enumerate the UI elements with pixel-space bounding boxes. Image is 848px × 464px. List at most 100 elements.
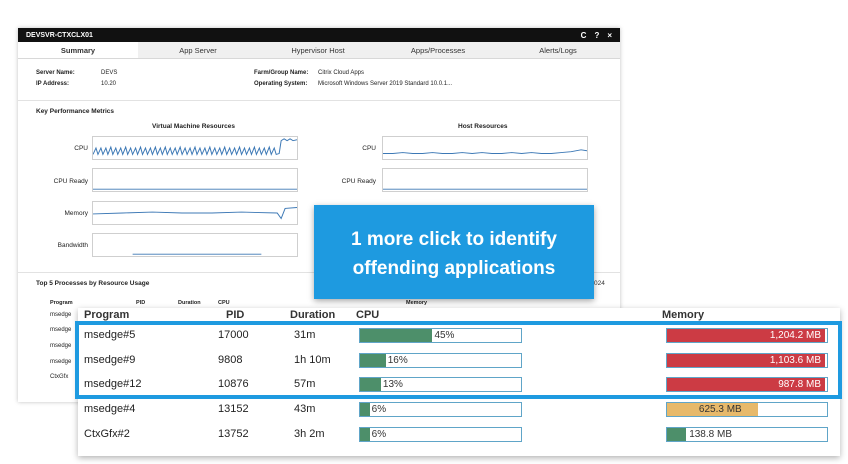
cpu-percent: 6% (371, 404, 387, 415)
top5-title: Top 5 Processes by Resource Usage (36, 280, 150, 287)
vm-cpu-ready-label: CPU Ready (53, 178, 88, 185)
header-program[interactable]: Program (84, 309, 130, 321)
cpu-bar-fill (360, 378, 381, 391)
pid-value: 17000 (218, 329, 249, 341)
duration-value: 31m (294, 329, 316, 341)
bg-table-row: CtxGfx (50, 374, 69, 380)
corner-number: 024 (594, 280, 605, 287)
header-cpu[interactable]: CPU (356, 309, 380, 321)
duration-value: 1h 10m (294, 354, 331, 366)
title-bar: DEVSVR-CTXCLX01 C ? × (18, 28, 620, 42)
cpu-bar: 45% (359, 328, 522, 343)
vm-cpu-sparkline[interactable] (92, 136, 298, 160)
host-cpu-label: CPU (362, 145, 376, 152)
callout-banner: 1 more click to identify offending appli… (314, 205, 594, 299)
program-name: CtxGfx#2 (84, 428, 130, 440)
server-name-label: Server Name: (36, 70, 75, 76)
header-pid[interactable]: PID (226, 309, 245, 321)
memory-value: 625.3 MB (698, 404, 742, 415)
table-row[interactable]: CtxGfx#2 13752 3h 2m 6% 138.8 MB (78, 422, 840, 448)
bg-header-memory: Memory (406, 300, 428, 306)
bg-table-row: msedge (50, 327, 72, 333)
os-label: Operating System: (254, 81, 308, 87)
memory-bar-fill (667, 403, 759, 416)
bg-table-row: msedge (50, 359, 72, 365)
os-value: Microsoft Windows Server 2019 Standard 1… (318, 81, 453, 87)
table-row[interactable]: msedge#9 9808 1h 10m 16% 1,103.6 MB (78, 348, 840, 374)
cpu-bar-fill (360, 403, 370, 416)
kpm-title: Key Performance Metrics (36, 108, 115, 115)
program-name: msedge#12 (84, 378, 142, 390)
bg-table-row: msedge (50, 343, 72, 349)
bg-header-duration: Duration (178, 300, 201, 306)
bg-header-cpu: CPU (218, 300, 230, 306)
header-duration[interactable]: Duration (290, 309, 336, 321)
memory-bar: 1,204.2 MB (666, 328, 828, 343)
vm-resources-title: Virtual Machine Resources (152, 123, 235, 130)
cpu-percent: 13% (382, 379, 403, 390)
farm-label: Farm/Group Name: (254, 70, 309, 76)
ip-value: 10.20 (101, 81, 117, 87)
memory-bar-fill (667, 428, 687, 441)
farm-info: Farm/Group Name: Citrix Cloud Apps Operat… (254, 68, 452, 90)
cpu-bar: 13% (359, 377, 522, 392)
tab-apps-processes[interactable]: Apps/Processes (410, 45, 466, 55)
tab-hypervisor-host[interactable]: Hypervisor Host (291, 45, 345, 55)
ip-label: IP Address: (36, 81, 70, 87)
memory-bar-fill (667, 378, 826, 391)
program-name: msedge#4 (84, 403, 136, 415)
pid-value: 13152 (218, 403, 249, 415)
duration-value: 57m (294, 378, 316, 390)
program-name: msedge#5 (84, 329, 136, 341)
cpu-bar-fill (360, 428, 370, 441)
vm-memory-label: Memory (64, 210, 88, 217)
refresh-icon[interactable]: C (580, 30, 587, 40)
help-icon[interactable]: ? (594, 30, 600, 40)
memory-bar: 625.3 MB (666, 402, 828, 417)
pid-value: 10876 (218, 378, 249, 390)
header-memory[interactable]: Memory (662, 309, 705, 321)
divider (18, 100, 620, 101)
cpu-percent: 16% (387, 355, 408, 366)
callout-line-1: 1 more click to identify (351, 229, 557, 250)
memory-value: 138.8 MB (689, 429, 732, 440)
cpu-bar: 6% (359, 402, 522, 417)
vm-memory-sparkline[interactable] (92, 201, 298, 225)
host-cpu-ready-sparkline[interactable] (382, 168, 588, 192)
bg-table-row: msedge (50, 312, 72, 318)
table-row[interactable]: msedge#12 10876 57m 13% 987.8 MB (78, 372, 840, 398)
memory-bar: 987.8 MB (666, 377, 828, 392)
farm-value: Citrix Cloud Apps (318, 70, 365, 76)
table-row[interactable]: msedge#5 17000 31m 45% 1,204.2 MB (78, 323, 840, 349)
vm-bandwidth-sparkline[interactable] (92, 233, 298, 257)
table-row[interactable]: msedge#4 13152 43m 6% 625.3 MB (78, 397, 840, 423)
window-title: DEVSVR-CTXCLX01 (26, 31, 93, 39)
tab-alerts-logs[interactable]: Alerts/Logs (539, 45, 577, 55)
memory-value: 987.8 MB (778, 379, 821, 390)
pid-value: 13752 (218, 428, 249, 440)
callout-line-2: offending applications (352, 258, 556, 279)
server-name-value: DEVS (101, 70, 118, 76)
host-cpu-ready-label: CPU Ready (341, 178, 376, 185)
tab-app-server[interactable]: App Server (179, 45, 217, 55)
vm-cpu-ready-sparkline[interactable] (92, 168, 298, 192)
program-name: msedge#9 (84, 354, 136, 366)
vm-bandwidth-label: Bandwidth (57, 242, 88, 249)
duration-value: 3h 2m (294, 428, 325, 440)
memory-value: 1,204.2 MB (769, 330, 821, 341)
host-resources-title: Host Resources (458, 123, 508, 130)
bg-header-pid: PID (136, 300, 146, 306)
memory-bar-fill (667, 329, 826, 342)
server-info: Server Name: DEVS IP Address: 10.20 (36, 68, 117, 90)
tab-bar: Summary App Server Hypervisor Host Apps/… (18, 42, 620, 59)
memory-value: 1,103.6 MB (769, 355, 821, 366)
memory-bar-fill (667, 354, 826, 367)
cpu-bar: 6% (359, 427, 522, 442)
host-cpu-sparkline[interactable] (382, 136, 588, 160)
duration-value: 43m (294, 403, 316, 415)
memory-bar: 138.8 MB (666, 427, 828, 442)
tab-summary[interactable]: Summary (18, 42, 138, 58)
cpu-bar: 16% (359, 353, 522, 368)
close-icon[interactable]: × (607, 30, 612, 40)
pid-value: 9808 (218, 354, 243, 366)
